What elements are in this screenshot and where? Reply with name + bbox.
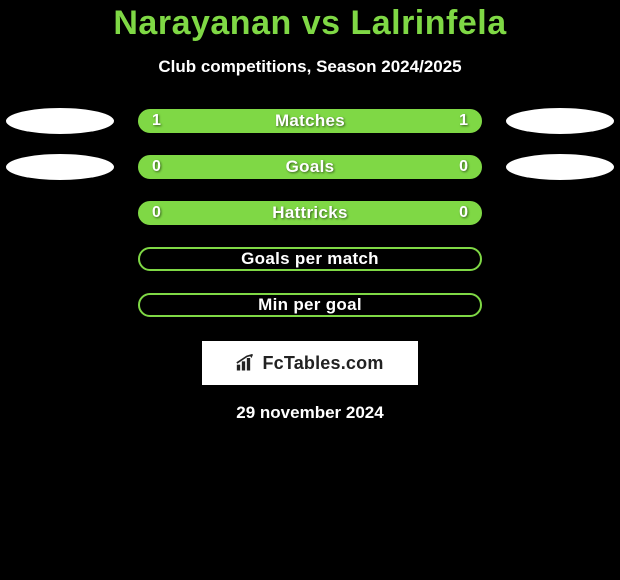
stat-label: Goals bbox=[286, 157, 335, 177]
stat-value-right: 0 bbox=[459, 204, 468, 222]
stat-value-left: 0 bbox=[152, 158, 161, 176]
page-subtitle: Club competitions, Season 2024/2025 bbox=[158, 57, 461, 77]
stat-rows: 1 Matches 1 0 Goals 0 0 Hattricks 0 Goals per mat… bbox=[0, 109, 620, 317]
stat-bar: 1 Matches 1 bbox=[138, 109, 482, 133]
stat-label: Matches bbox=[275, 111, 345, 131]
comparison-widget: Narayanan vs Lalrinfela Club competition… bbox=[0, 0, 620, 423]
stat-value-left: 0 bbox=[152, 204, 161, 222]
stat-row: 0 Hattricks 0 bbox=[0, 201, 620, 225]
stat-bar: 0 Hattricks 0 bbox=[138, 201, 482, 225]
bar-chart-icon bbox=[236, 354, 256, 372]
page-title: Narayanan vs Lalrinfela bbox=[113, 4, 506, 43]
stat-bar: 0 Goals 0 bbox=[138, 155, 482, 179]
player-right-marker bbox=[506, 154, 614, 180]
brand-text: FcTables.com bbox=[262, 353, 383, 374]
stat-bar: Goals per match bbox=[138, 247, 482, 271]
stat-label: Hattricks bbox=[272, 203, 347, 223]
stat-label: Min per goal bbox=[258, 295, 362, 315]
player-left-marker bbox=[6, 154, 114, 180]
brand-badge[interactable]: FcTables.com bbox=[202, 341, 418, 385]
stat-row: 1 Matches 1 bbox=[0, 109, 620, 133]
stat-row: Min per goal bbox=[0, 293, 620, 317]
player-right-marker bbox=[506, 108, 614, 134]
player-left-marker bbox=[6, 108, 114, 134]
date-label: 29 november 2024 bbox=[236, 403, 383, 423]
stat-label: Goals per match bbox=[241, 249, 379, 269]
stat-bar: Min per goal bbox=[138, 293, 482, 317]
stat-value-right: 1 bbox=[459, 112, 468, 130]
stat-value-right: 0 bbox=[459, 158, 468, 176]
stat-row: 0 Goals 0 bbox=[0, 155, 620, 179]
stat-row: Goals per match bbox=[0, 247, 620, 271]
stat-value-left: 1 bbox=[152, 112, 161, 130]
